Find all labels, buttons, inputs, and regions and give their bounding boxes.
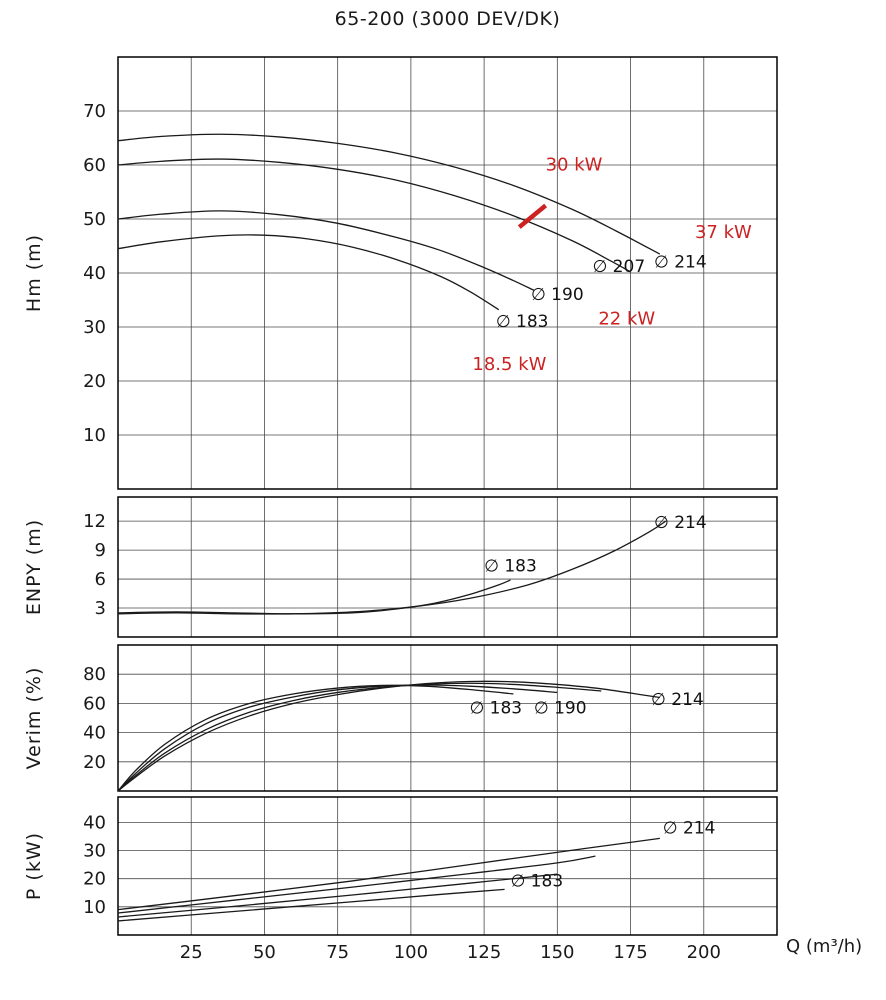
curve-d183 bbox=[117, 684, 514, 792]
curve-label: ∅ 214 bbox=[663, 819, 716, 839]
x-tick-label: 25 bbox=[180, 942, 203, 963]
y-tick-label: 12 bbox=[83, 511, 106, 532]
curve-label: ∅ 214 bbox=[654, 513, 707, 533]
power-label: 18.5 kW bbox=[472, 354, 546, 375]
curve-label: ∅ 183 bbox=[469, 699, 522, 719]
x-axis-label: Q (m³/h) bbox=[786, 936, 863, 957]
x-tick-label: 125 bbox=[467, 942, 501, 963]
y-tick-label: 30 bbox=[83, 841, 106, 862]
y-tick-label: 40 bbox=[83, 263, 106, 284]
curve-label: ∅ 214 bbox=[651, 690, 704, 710]
power-label: 22 kW bbox=[598, 308, 655, 329]
curve-d190 bbox=[117, 873, 558, 918]
y-tick-label: 80 bbox=[83, 664, 106, 685]
y-tick-label: 9 bbox=[95, 540, 106, 561]
curve-d190 bbox=[117, 684, 558, 792]
y-tick-label: 30 bbox=[83, 317, 106, 338]
x-tick-label: 50 bbox=[253, 942, 276, 963]
y-tick-label: 50 bbox=[83, 209, 106, 230]
y-tick-label: 3 bbox=[95, 598, 106, 619]
curve-d207 bbox=[117, 682, 602, 792]
curve-label: ∅ 190 bbox=[534, 699, 587, 719]
curve-d207 bbox=[117, 855, 596, 914]
curve-d183 bbox=[117, 888, 505, 922]
y-tick-label: 60 bbox=[83, 693, 106, 714]
y-tick-label: 10 bbox=[83, 425, 106, 446]
curve-d214 bbox=[117, 133, 661, 255]
curve-d183 bbox=[117, 579, 511, 615]
y-tick-label: 6 bbox=[95, 569, 106, 590]
panel-frame bbox=[117, 644, 778, 792]
panel-frame bbox=[117, 56, 778, 490]
curve-label: ∅ 190 bbox=[531, 285, 584, 305]
curve-d214 bbox=[117, 520, 667, 615]
power-marker bbox=[517, 203, 548, 229]
curve-label: ∅ 214 bbox=[654, 253, 707, 273]
curve-d207 bbox=[117, 158, 631, 273]
curve-d190 bbox=[117, 210, 535, 291]
y-tick-label: 10 bbox=[83, 897, 106, 918]
curve-label: ∅ 183 bbox=[496, 312, 549, 332]
curve-d214 bbox=[117, 680, 660, 792]
y-tick-label: 20 bbox=[83, 371, 106, 392]
curve-d183 bbox=[117, 234, 500, 311]
x-tick-label: 100 bbox=[394, 942, 428, 963]
y-tick-label: 20 bbox=[83, 869, 106, 890]
y-tick-label: 20 bbox=[83, 752, 106, 773]
y-tick-label: 60 bbox=[83, 155, 106, 176]
chart-title: 65-200 (3000 DEV/DK) bbox=[334, 8, 561, 30]
panel-frame bbox=[117, 496, 778, 638]
panel-frame bbox=[117, 796, 778, 936]
x-tick-label: 150 bbox=[540, 942, 574, 963]
x-tick-label: 75 bbox=[326, 942, 349, 963]
curve-d214 bbox=[117, 837, 660, 911]
power-label: 37 kW bbox=[695, 222, 752, 243]
curve-label: ∅ 183 bbox=[484, 556, 537, 576]
y-tick-label: 40 bbox=[83, 812, 106, 833]
curve-label: ∅ 183 bbox=[510, 872, 563, 892]
x-tick-label: 175 bbox=[613, 942, 647, 963]
y-tick-label: 40 bbox=[83, 723, 106, 744]
x-tick-label: 200 bbox=[687, 942, 721, 963]
curve-label: ∅ 207 bbox=[592, 257, 645, 277]
power-label: 30 kW bbox=[546, 154, 603, 175]
y-tick-label: 70 bbox=[83, 101, 106, 122]
